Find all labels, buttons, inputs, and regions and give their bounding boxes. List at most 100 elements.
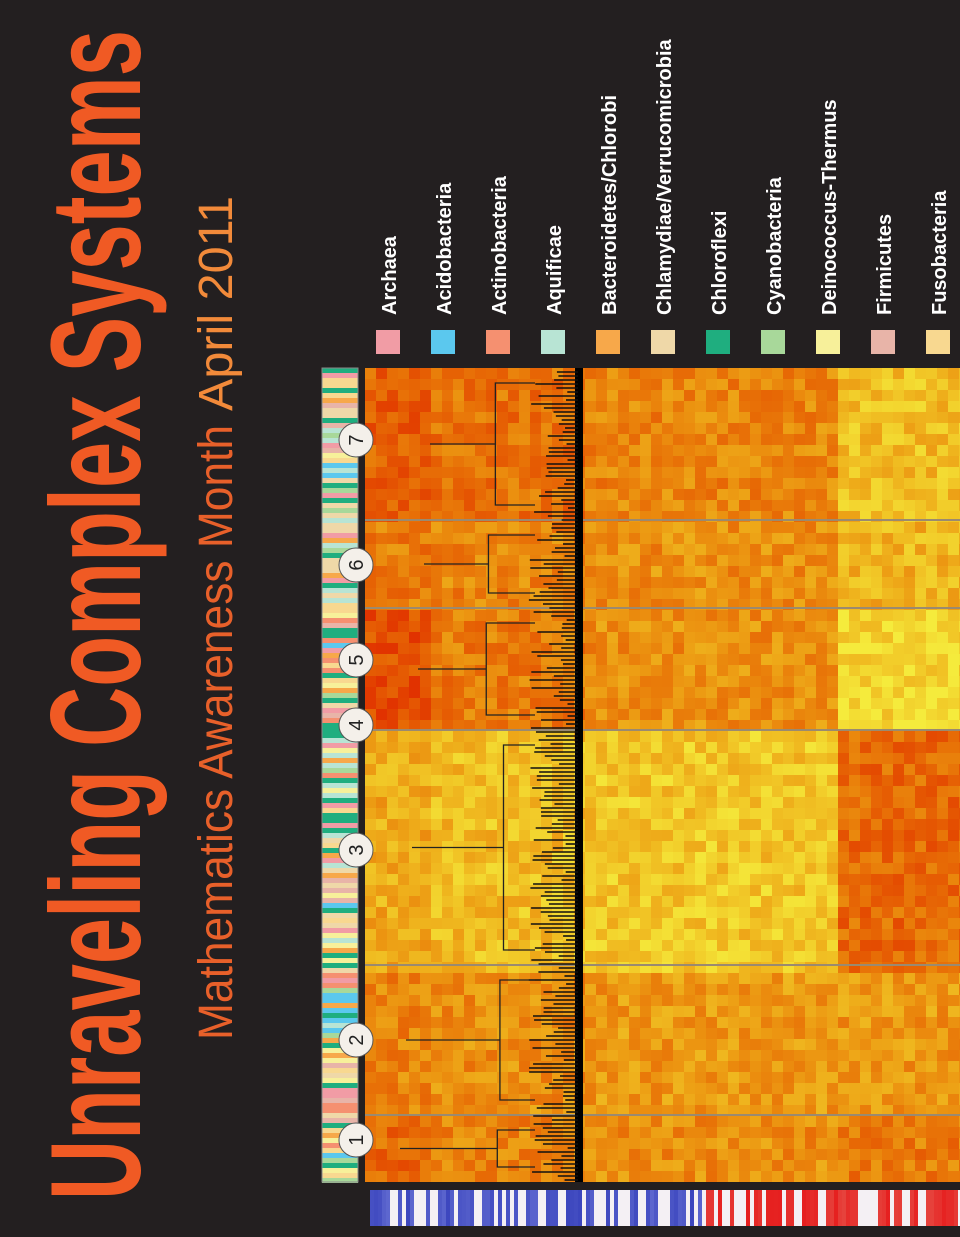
heatmap-cell xyxy=(508,742,519,753)
heatmap-cell xyxy=(838,1061,849,1072)
heatmap-cell xyxy=(893,929,904,940)
heatmap-cell xyxy=(728,687,739,698)
heatmap-cell xyxy=(376,951,387,962)
heatmap-cell xyxy=(761,555,772,566)
heatmap-cell xyxy=(497,1149,508,1160)
heatmap-cell xyxy=(926,753,937,764)
heatmap-cell xyxy=(827,665,838,676)
heatmap-cell xyxy=(662,775,673,786)
heatmap-cell xyxy=(420,808,431,819)
heatmap-cell xyxy=(871,1072,882,1083)
taxonomy-strip-cell xyxy=(322,683,358,688)
heatmap-cell xyxy=(365,775,376,786)
taxonomy-strip-cell xyxy=(322,823,358,828)
profile-strip-cell xyxy=(414,1190,418,1226)
heatmap-cell xyxy=(618,665,629,676)
heatmap-cell xyxy=(618,896,629,907)
heatmap-cell xyxy=(849,973,860,984)
heatmap-cell xyxy=(365,951,376,962)
heatmap-cell xyxy=(596,1149,607,1160)
heatmap-cell xyxy=(816,478,827,489)
heatmap-cell xyxy=(882,522,893,533)
heatmap-cell xyxy=(618,566,629,577)
heatmap-cell xyxy=(871,522,882,533)
heatmap-cell xyxy=(398,1050,409,1061)
heatmap-cell xyxy=(607,951,618,962)
heatmap-cell xyxy=(464,1072,475,1083)
heatmap-cell xyxy=(915,852,926,863)
heatmap-cell xyxy=(893,1017,904,1028)
heatmap-cell xyxy=(739,577,750,588)
heatmap-cell xyxy=(420,687,431,698)
taxonomy-strip-cell xyxy=(322,608,358,613)
heatmap-cell xyxy=(926,940,937,951)
heatmap-cell xyxy=(398,423,409,434)
taxonomy-strip-cell xyxy=(322,1178,358,1183)
heatmap-cell xyxy=(860,379,871,390)
heatmap-cell xyxy=(508,698,519,709)
heatmap-cell xyxy=(893,533,904,544)
taxonomy-strip-cell xyxy=(322,978,358,983)
taxonomy-strip-cell xyxy=(322,738,358,743)
heatmap-cell xyxy=(629,808,640,819)
heatmap-cell xyxy=(453,819,464,830)
heatmap-cell xyxy=(816,984,827,995)
heatmap-cell xyxy=(695,1138,706,1149)
heatmap-cell xyxy=(816,973,827,984)
heatmap-cell xyxy=(453,808,464,819)
heatmap-cell xyxy=(860,1105,871,1116)
heatmap-cell xyxy=(673,1160,684,1171)
heatmap-cell xyxy=(794,1171,805,1182)
heatmap-cell xyxy=(695,665,706,676)
heatmap-cell xyxy=(387,434,398,445)
heatmap-cell xyxy=(519,885,530,896)
legend-swatch xyxy=(431,330,455,354)
heatmap-cell xyxy=(409,632,420,643)
heatmap-cell xyxy=(563,368,574,379)
heatmap-cell xyxy=(563,797,574,808)
heatmap-cell xyxy=(871,467,882,478)
heatmap-cell xyxy=(728,654,739,665)
heatmap-cell xyxy=(497,1127,508,1138)
profile-strip-cell xyxy=(914,1190,918,1226)
heatmap-cell xyxy=(783,1105,794,1116)
heatmap-cell xyxy=(761,1072,772,1083)
heatmap-cell xyxy=(464,753,475,764)
heatmap-cell xyxy=(530,1017,541,1028)
heatmap-cell xyxy=(728,940,739,951)
legend-swatch xyxy=(926,330,950,354)
heatmap-cell xyxy=(772,632,783,643)
heatmap-cell xyxy=(563,1061,574,1072)
heatmap-cell xyxy=(706,379,717,390)
taxonomy-strip-cell xyxy=(322,943,358,948)
heatmap-cell xyxy=(706,929,717,940)
heatmap-cell xyxy=(684,1006,695,1017)
heatmap-cell xyxy=(486,522,497,533)
heatmap-cell xyxy=(409,401,420,412)
heatmap-cell xyxy=(794,588,805,599)
heatmap-cell xyxy=(453,1083,464,1094)
heatmap-cell xyxy=(365,874,376,885)
heatmap-cell xyxy=(794,731,805,742)
heatmap-cell xyxy=(541,456,552,467)
heatmap-cell xyxy=(376,566,387,577)
heatmap-cell xyxy=(915,962,926,973)
heatmap-cell xyxy=(783,786,794,797)
heatmap-cell xyxy=(651,687,662,698)
heatmap-cell xyxy=(420,368,431,379)
heatmap-cell xyxy=(651,1105,662,1116)
heatmap-cell xyxy=(706,1050,717,1061)
heatmap-cell xyxy=(948,962,959,973)
heatmap-cell xyxy=(904,1017,915,1028)
heatmap-cell xyxy=(882,566,893,577)
heatmap-cell xyxy=(904,863,915,874)
heatmap-cell xyxy=(871,489,882,500)
heatmap-cell xyxy=(651,1072,662,1083)
heatmap-cell xyxy=(530,995,541,1006)
heatmap-cell xyxy=(772,962,783,973)
heatmap-cell xyxy=(552,544,563,555)
heatmap-cell xyxy=(761,599,772,610)
heatmap-cell xyxy=(607,863,618,874)
taxonomy-strip-cell xyxy=(322,368,358,373)
heatmap-cell xyxy=(662,1105,673,1116)
